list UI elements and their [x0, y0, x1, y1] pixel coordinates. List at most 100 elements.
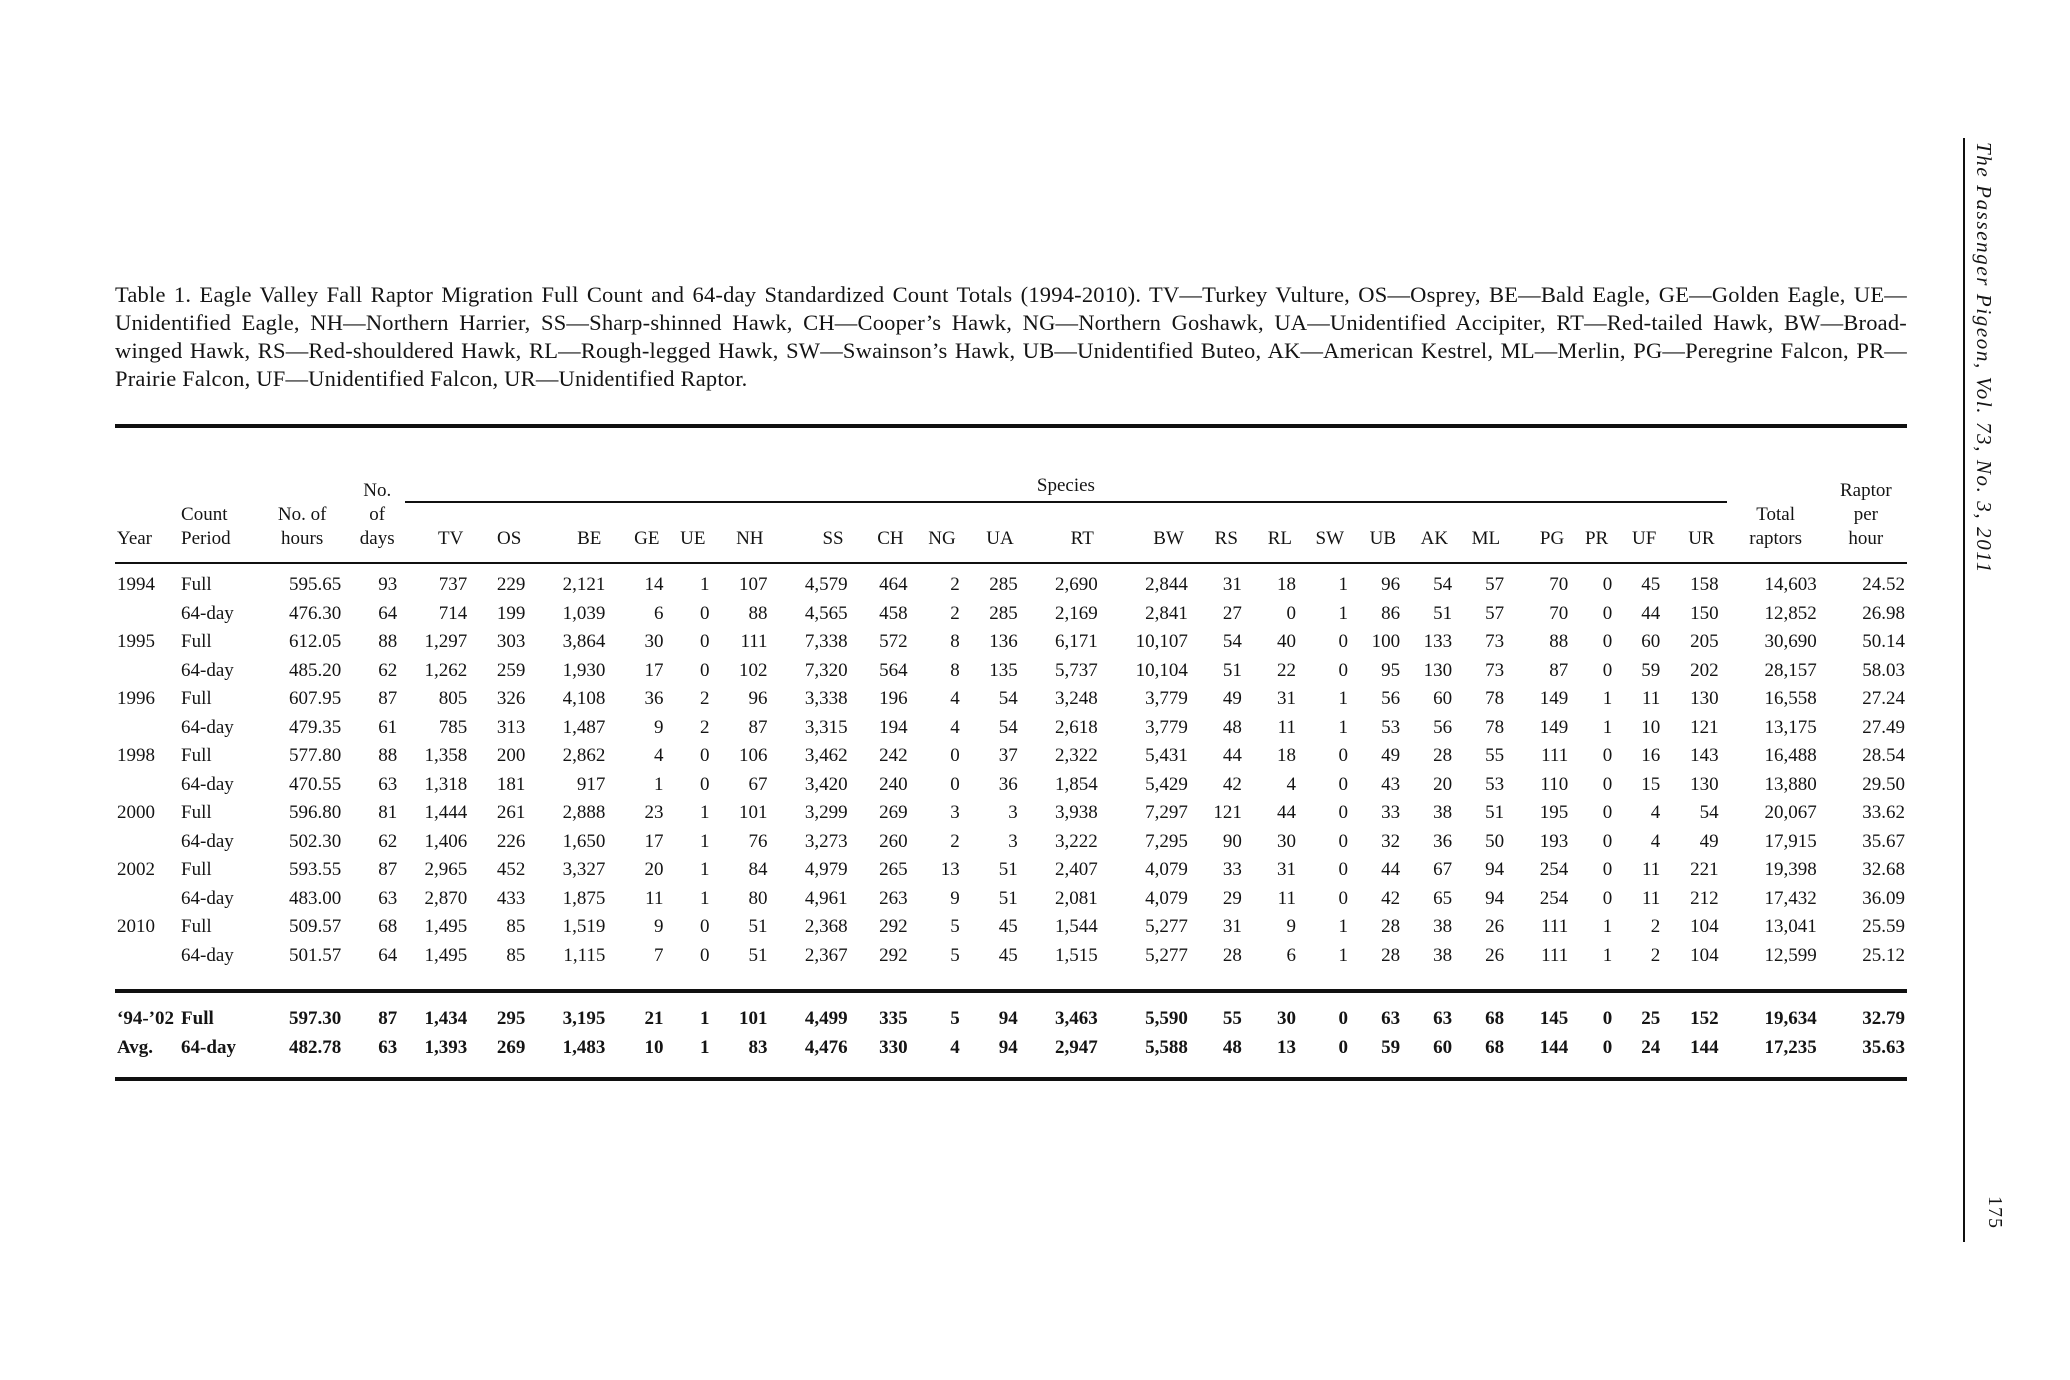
- total-raptors-cell: 28,157: [1764, 659, 1817, 681]
- species-col-header-ge: GE: [613, 502, 672, 564]
- species-count-cell: 87: [748, 716, 768, 738]
- species-count-cell: 0: [1338, 659, 1349, 681]
- species-count-cell: 9: [1286, 916, 1296, 937]
- species-count-cell: 44: [1222, 745, 1242, 766]
- species-count-cell: 313: [496, 716, 526, 738]
- species-count-cell: 3,248: [1055, 688, 1098, 709]
- period-cell: Full: [181, 859, 212, 880]
- species-count-cell: 42: [1381, 887, 1401, 909]
- species-col-header-sw: SW: [1303, 502, 1357, 564]
- species-count-cell: 30: [1276, 1008, 1296, 1029]
- hours-cell: 597.30: [288, 1008, 342, 1029]
- species-count-cell: 4: [950, 688, 960, 709]
- period-cell: 64-day: [181, 602, 234, 624]
- year-cell: [115, 885, 179, 914]
- species-count-cell: 4,499: [804, 1008, 848, 1029]
- species-count-cell: 102: [739, 659, 768, 681]
- sidebar-rule: [1963, 138, 1965, 1242]
- species-count-cell: 1,544: [1055, 916, 1098, 937]
- days-cell: 68: [378, 916, 398, 937]
- hours-cell: 482.78: [288, 1037, 342, 1058]
- species-col-header-ng: NG: [915, 502, 968, 564]
- species-count-cell: 1: [1338, 944, 1349, 966]
- species-count-cell: 144: [1539, 1037, 1569, 1058]
- species-count-cell: 1: [1338, 574, 1349, 595]
- col-header-count-period: Count Period: [179, 426, 256, 564]
- species-count-cell: 326: [496, 688, 526, 709]
- species-count-cell: 0: [1602, 631, 1613, 652]
- species-count-cell: 50: [1485, 830, 1505, 852]
- days-cell: 93: [378, 574, 398, 595]
- species-count-cell: 33: [1222, 859, 1242, 880]
- species-count-cell: 68: [1485, 1037, 1505, 1058]
- species-count-cell: 2,081: [1055, 887, 1098, 909]
- species-count-cell: 101: [739, 802, 768, 823]
- species-count-cell: 3: [1008, 830, 1018, 852]
- species-count-cell: 13: [1276, 1037, 1296, 1058]
- species-count-cell: 7,338: [804, 631, 848, 652]
- total-raptors-cell: 13,041: [1764, 916, 1817, 937]
- hours-cell: 485.20: [288, 659, 342, 681]
- species-count-cell: 9: [653, 716, 664, 738]
- total-raptors-cell: 16,558: [1764, 688, 1817, 709]
- period-cell: Full: [181, 574, 212, 595]
- species-count-cell: 0: [1602, 602, 1613, 624]
- species-count-cell: 18: [1276, 745, 1296, 766]
- species-count-cell: 0: [1602, 802, 1613, 823]
- hours-cell: 502.30: [288, 830, 342, 852]
- species-count-cell: 3,779: [1145, 688, 1188, 709]
- species-count-cell: 130: [1423, 659, 1453, 681]
- species-col-header-rt: RT: [1025, 502, 1106, 564]
- species-count-cell: 53: [1485, 773, 1505, 795]
- species-count-cell: 45: [1641, 574, 1661, 595]
- species-count-cell: 1: [1602, 916, 1613, 937]
- species-count-cell: 31: [1276, 688, 1296, 709]
- species-col-header-tv: TV: [405, 502, 476, 564]
- species-count-cell: 28: [1222, 944, 1242, 966]
- raptor-per-hour-cell: 33.62: [1862, 802, 1905, 823]
- species-count-cell: 7: [653, 944, 664, 966]
- species-count-cell: 0: [1286, 602, 1296, 624]
- page-number: 175: [1984, 1196, 2006, 1229]
- species-count-cell: 133: [1423, 631, 1453, 652]
- species-count-cell: 2,844: [1145, 574, 1188, 595]
- species-count-cell: 265: [879, 859, 908, 880]
- species-count-cell: 16: [1641, 745, 1661, 766]
- species-count-cell: 37: [998, 745, 1018, 766]
- species-count-cell: 136: [989, 631, 1018, 652]
- species-count-cell: 51: [1222, 659, 1242, 681]
- table-row: 64-day 479.35 61 785 313 1,487 9 2 87 3,315 194 4 54…: [115, 714, 1907, 743]
- species-count-cell: 229: [496, 574, 526, 595]
- species-count-cell: 87: [1549, 659, 1569, 681]
- species-count-cell: 7,320: [804, 659, 848, 681]
- days-cell: 63: [378, 887, 398, 909]
- species-count-cell: 3,273: [804, 830, 848, 852]
- species-col-header-ch: CH: [855, 502, 916, 564]
- table-row: 64-day 485.20 62 1,262 259 1,930 17 0 102 7,320 56…: [115, 657, 1907, 686]
- species-count-cell: 3,299: [804, 802, 848, 823]
- species-count-cell: 194: [879, 716, 908, 738]
- species-count-cell: 65: [1433, 887, 1453, 909]
- species-count-cell: 86: [1381, 602, 1401, 624]
- total-raptors-cell: 12,852: [1764, 602, 1817, 624]
- species-count-cell: 1,650: [562, 830, 606, 852]
- year-cell: [115, 657, 179, 686]
- species-count-cell: 0: [699, 745, 710, 766]
- species-count-cell: 5,737: [1055, 659, 1098, 681]
- species-count-cell: 57: [1485, 574, 1505, 595]
- species-count-cell: 0: [1602, 1008, 1613, 1029]
- species-count-cell: 45: [998, 916, 1018, 937]
- species-count-cell: 11: [1641, 859, 1661, 880]
- species-count-cell: 196: [879, 688, 908, 709]
- species-count-cell: 2,690: [1055, 574, 1098, 595]
- species-col-header-ml: ML: [1460, 502, 1513, 564]
- header-row-group: Year Count Period No. of hours No. of da…: [115, 426, 1907, 564]
- species-count-cell: 4: [950, 716, 960, 738]
- species-count-cell: 0: [699, 944, 710, 966]
- total-raptors-cell: 13,175: [1764, 716, 1817, 738]
- hours-cell: 483.00: [288, 887, 342, 909]
- species-count-cell: 28: [1433, 745, 1453, 766]
- species-count-cell: 24: [1641, 1037, 1661, 1058]
- species-count-cell: 31: [1222, 574, 1242, 595]
- col-header-raptor-per-hour: Raptor per hour: [1824, 426, 1907, 564]
